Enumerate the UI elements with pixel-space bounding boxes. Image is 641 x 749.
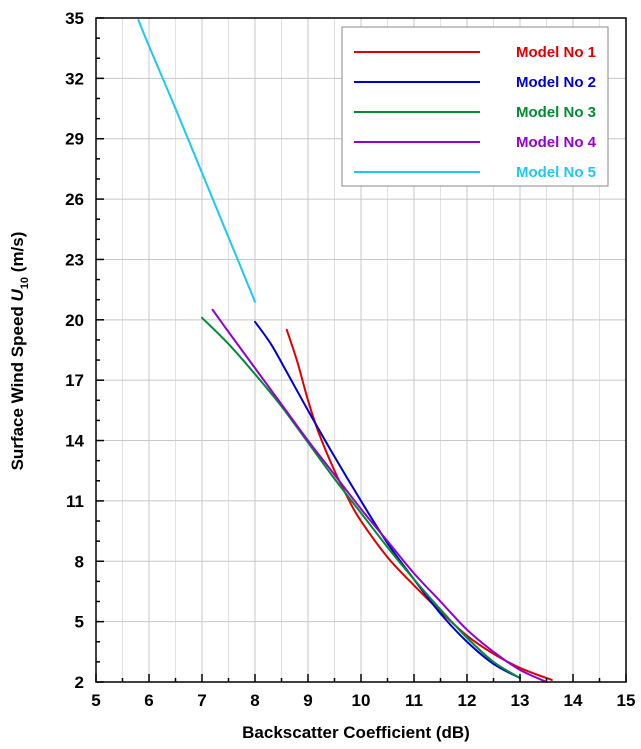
y-axis-label-main: Surface Wind Speed [8, 301, 27, 470]
y-axis-label-sub: 10 [19, 277, 31, 289]
y-tick-label: 8 [75, 552, 84, 571]
x-tick-label: 15 [617, 691, 636, 710]
y-tick-label: 14 [65, 432, 84, 451]
legend-label-model-3: Model No 3 [516, 104, 596, 121]
x-tick-label: 13 [511, 691, 530, 710]
legend-label-model-4: Model No 4 [516, 134, 597, 151]
legend-label-model-1: Model No 1 [516, 44, 596, 61]
y-axis-label: Surface Wind Speed U10 (m/s) [8, 232, 31, 471]
series-line-model-2 [254, 320, 521, 679]
series-line-model-4 [211, 308, 548, 683]
y-tick-label: 5 [75, 613, 84, 632]
ticks [95, 17, 627, 683]
y-axis-label-tail: (m/s) [8, 232, 27, 277]
x-tick-label: 9 [303, 691, 312, 710]
y-tick-label: 35 [65, 9, 84, 28]
legend: Model No 1 Model No 2 Model No 3 Model No 4… [341, 26, 609, 187]
y-axis-label-italic: U [8, 288, 27, 301]
series-line-model-5 [137, 19, 256, 303]
x-tick-label: 12 [458, 691, 477, 710]
x-tick-label: 7 [197, 691, 206, 710]
x-tick-label: 8 [250, 691, 259, 710]
y-tick-label: 29 [65, 130, 84, 149]
y-tick-label: 26 [65, 190, 84, 209]
y-tick-label: 17 [65, 371, 84, 390]
legend-label-model-2: Model No 2 [516, 74, 596, 91]
y-tick-label: 20 [65, 311, 84, 330]
legend-box [341, 26, 609, 187]
y-tick-label: 2 [75, 673, 84, 692]
series-layer [137, 19, 553, 683]
x-tick-label: 11 [405, 691, 423, 710]
y-tick-label: 11 [66, 492, 84, 511]
x-tick-label: 10 [352, 691, 371, 710]
legend-label-model-5: Model No 5 [516, 164, 596, 181]
series-line-model-1 [285, 328, 553, 681]
x-tick-label: 14 [564, 691, 583, 710]
y-tick-label: 23 [65, 250, 84, 269]
y-tick-label: 32 [65, 69, 84, 88]
series-line-model-3 [201, 316, 521, 679]
x-axis-label: Backscatter Coefficient (dB) [242, 723, 470, 742]
x-tick-label: 6 [144, 691, 153, 710]
x-tick-label: 5 [91, 691, 100, 710]
